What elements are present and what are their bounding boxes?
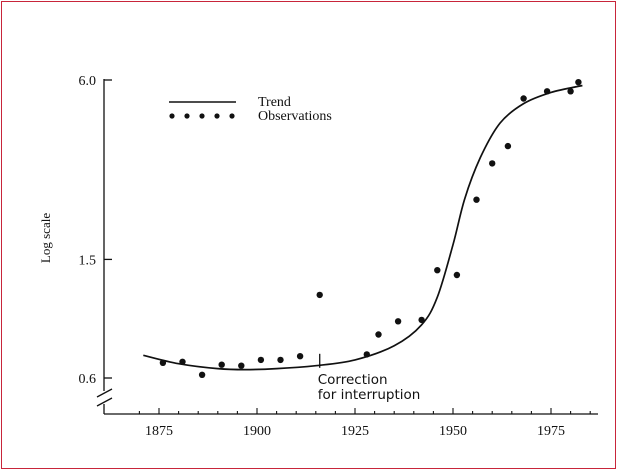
annotation-line-1: Correction xyxy=(318,372,388,388)
trend-line xyxy=(143,84,583,371)
observation-point xyxy=(520,95,527,102)
annotation-correction: Correction for interruption xyxy=(318,353,421,403)
observation-point xyxy=(375,331,382,338)
observation-point xyxy=(179,358,186,365)
observation-point xyxy=(543,88,551,95)
legend-observations-label: Observations xyxy=(258,109,332,124)
x-tick-label: 1975 xyxy=(537,424,565,439)
observation-point xyxy=(434,267,441,274)
x-tick-label: 1925 xyxy=(341,424,369,439)
y-axis-label: Log scale xyxy=(38,213,53,263)
observation-point xyxy=(159,359,167,366)
observation-point xyxy=(363,351,370,358)
observation-point xyxy=(489,160,496,167)
x-ticks: 1875 1900 1925 1950 1975 xyxy=(138,408,591,439)
legend: Trend Observations xyxy=(169,95,332,124)
observation-point xyxy=(316,291,323,299)
observation-point xyxy=(218,361,225,368)
observation-point xyxy=(504,142,512,150)
y-tick-label: 0.6 xyxy=(79,372,97,387)
y-ticks: 0.6 1.5 6.0 xyxy=(79,74,112,387)
observation-point xyxy=(418,316,425,324)
observation-point xyxy=(296,353,304,360)
observation-point xyxy=(257,356,265,364)
observation-point xyxy=(277,356,284,364)
observation-point xyxy=(394,318,402,325)
x-tick-label: 1900 xyxy=(243,424,271,439)
observation-point xyxy=(198,371,206,378)
axis-break-mark-2 xyxy=(96,397,113,407)
observation-point xyxy=(575,79,582,86)
legend-trend-label: Trend xyxy=(258,95,291,110)
x-tick-label: 1950 xyxy=(439,424,467,439)
y-tick-label: 6.0 xyxy=(79,74,97,89)
annotation-line-2: for interruption xyxy=(318,387,421,403)
observation-points xyxy=(159,79,582,378)
axis-break-mark-1 xyxy=(96,388,113,398)
observation-point xyxy=(453,271,461,279)
y-tick-label: 1.5 xyxy=(79,253,97,268)
legend-observations-swatch xyxy=(169,113,235,119)
observation-point xyxy=(567,88,574,95)
observation-point xyxy=(238,362,245,369)
observation-point xyxy=(473,196,480,203)
x-tick-label: 1875 xyxy=(145,424,173,439)
axes xyxy=(96,79,598,415)
